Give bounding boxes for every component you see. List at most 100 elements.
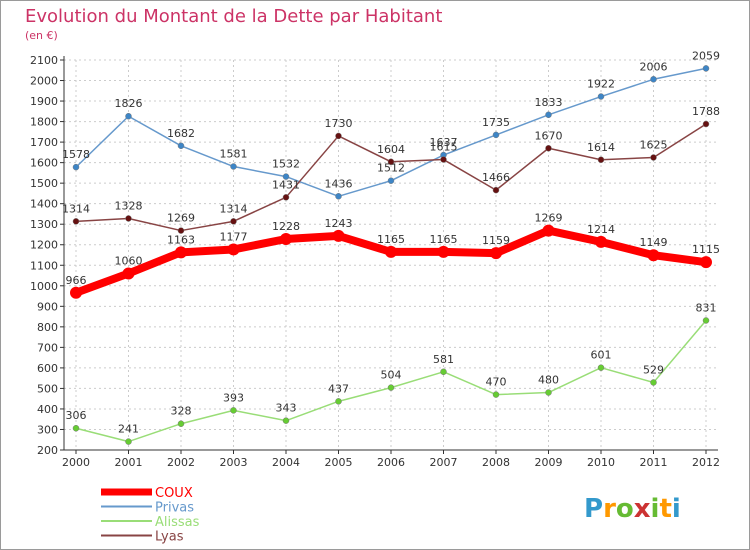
data-point-privas xyxy=(177,142,185,150)
data-point-lyas xyxy=(72,218,80,225)
data-label-alissas: 437 xyxy=(328,382,349,395)
data-label-privas: 1581 xyxy=(220,148,248,161)
data-label-coux: 1177 xyxy=(220,230,248,243)
data-point-lyas xyxy=(125,215,132,222)
logo-letter: x xyxy=(634,494,651,524)
y-tick-label: 1000 xyxy=(30,280,58,293)
data-point-privas xyxy=(597,93,605,100)
y-tick-label: 600 xyxy=(37,362,58,375)
data-label-coux: 966 xyxy=(66,274,87,287)
y-tick-label: 1300 xyxy=(30,218,58,231)
data-label-lyas: 1269 xyxy=(167,212,195,225)
data-point-privas xyxy=(335,193,342,200)
y-tick-label: 1400 xyxy=(30,198,58,211)
data-label-privas: 2006 xyxy=(640,60,668,73)
data-label-alissas: 306 xyxy=(66,409,87,422)
chart-subtitle: (en €) xyxy=(25,29,58,42)
data-label-lyas: 1466 xyxy=(482,171,510,184)
data-point-coux xyxy=(490,247,502,260)
data-label-privas: 1637 xyxy=(430,136,458,149)
data-point-alissas xyxy=(72,424,80,432)
data-point-alissas xyxy=(335,398,342,405)
data-label-privas: 1578 xyxy=(62,148,90,161)
x-tick-label: 2002 xyxy=(167,456,195,469)
data-point-coux xyxy=(437,245,450,258)
data-point-alissas xyxy=(650,379,657,386)
data-point-coux xyxy=(332,229,345,242)
logo-text: Proxiti xyxy=(584,494,681,524)
data-label-lyas: 1730 xyxy=(325,117,353,130)
y-tick-label: 1200 xyxy=(30,239,58,252)
data-point-alissas xyxy=(387,384,395,391)
data-label-lyas: 1604 xyxy=(377,143,405,156)
data-point-lyas xyxy=(440,156,447,163)
x-tick-label: 2005 xyxy=(325,456,353,469)
data-point-lyas xyxy=(335,132,342,140)
data-label-privas: 1436 xyxy=(325,177,353,190)
data-point-coux xyxy=(700,256,712,269)
legend-label-lyas: Lyas xyxy=(155,530,184,545)
data-point-alissas xyxy=(282,417,290,424)
x-tick-label: 2008 xyxy=(482,456,510,469)
y-tick-label: 800 xyxy=(37,321,58,334)
data-point-lyas xyxy=(597,156,605,164)
data-point-privas xyxy=(282,173,290,180)
data-point-privas xyxy=(545,111,552,119)
logo-letter: i xyxy=(651,494,660,524)
y-tick-label: 400 xyxy=(37,403,58,416)
data-label-alissas: 241 xyxy=(118,423,139,436)
data-label-coux: 1115 xyxy=(692,243,720,256)
data-point-alissas xyxy=(597,364,605,371)
data-point-alissas xyxy=(545,389,552,396)
axes: 2100 2000 1900 1800 1700 1600 1500 1400 1300 1200… xyxy=(30,54,720,469)
x-tick-label: 2007 xyxy=(430,456,458,469)
data-label-privas: 1532 xyxy=(272,158,300,171)
legend-label-coux: COUX xyxy=(155,486,193,501)
data-label-lyas: 1314 xyxy=(62,202,90,215)
data-point-coux xyxy=(647,249,660,262)
data-label-alissas: 601 xyxy=(591,349,612,362)
logo-letter: i xyxy=(672,494,681,524)
data-label-lyas: 1314 xyxy=(220,202,248,215)
y-tick-label: 1100 xyxy=(30,259,58,272)
data-label-coux: 1163 xyxy=(167,233,195,246)
data-point-lyas xyxy=(282,194,290,201)
data-point-privas xyxy=(230,163,237,170)
data-label-alissas: 831 xyxy=(696,301,717,314)
data-label-alissas: 480 xyxy=(538,374,559,387)
logo-letter: r xyxy=(603,494,616,524)
data-label-coux: 1149 xyxy=(640,236,668,249)
proxiti-logo: Proxiti xyxy=(584,494,681,524)
x-tick-label: 2004 xyxy=(272,456,300,469)
y-tick-label: 900 xyxy=(37,300,58,313)
y-tick-label: 700 xyxy=(37,341,58,354)
data-point-coux xyxy=(227,243,240,256)
data-label-alissas: 504 xyxy=(381,369,402,382)
data-point-coux xyxy=(175,246,187,259)
data-label-privas: 1512 xyxy=(377,162,405,175)
data-point-lyas xyxy=(702,120,710,128)
data-label-coux: 1214 xyxy=(587,223,615,236)
data-label-coux: 1060 xyxy=(115,254,143,267)
data-point-alissas xyxy=(230,407,237,414)
data-label-lyas: 1431 xyxy=(272,178,300,191)
data-label-alissas: 529 xyxy=(643,363,664,376)
data-label-coux: 1243 xyxy=(325,217,353,230)
x-tick-label: 2001 xyxy=(115,456,143,469)
data-label-lyas: 1614 xyxy=(587,141,615,154)
data-point-coux xyxy=(542,224,555,237)
data-label-coux: 1269 xyxy=(535,212,563,225)
y-tick-label: 200 xyxy=(37,444,58,457)
data-label-privas: 1922 xyxy=(587,78,615,91)
chart-title: Evolution du Montant de la Dette par Hab… xyxy=(25,6,442,27)
data-label-alissas: 393 xyxy=(223,391,244,404)
data-point-coux xyxy=(70,286,82,299)
data-point-coux xyxy=(280,232,292,245)
data-labels: 306 241 328 393 343 437 504 581 470 480 601 529 831 1… xyxy=(62,49,720,435)
data-point-lyas xyxy=(177,227,185,234)
data-label-alissas: 343 xyxy=(276,402,297,415)
data-label-privas: 1833 xyxy=(535,96,563,109)
y-tick-label: 1500 xyxy=(30,177,58,190)
